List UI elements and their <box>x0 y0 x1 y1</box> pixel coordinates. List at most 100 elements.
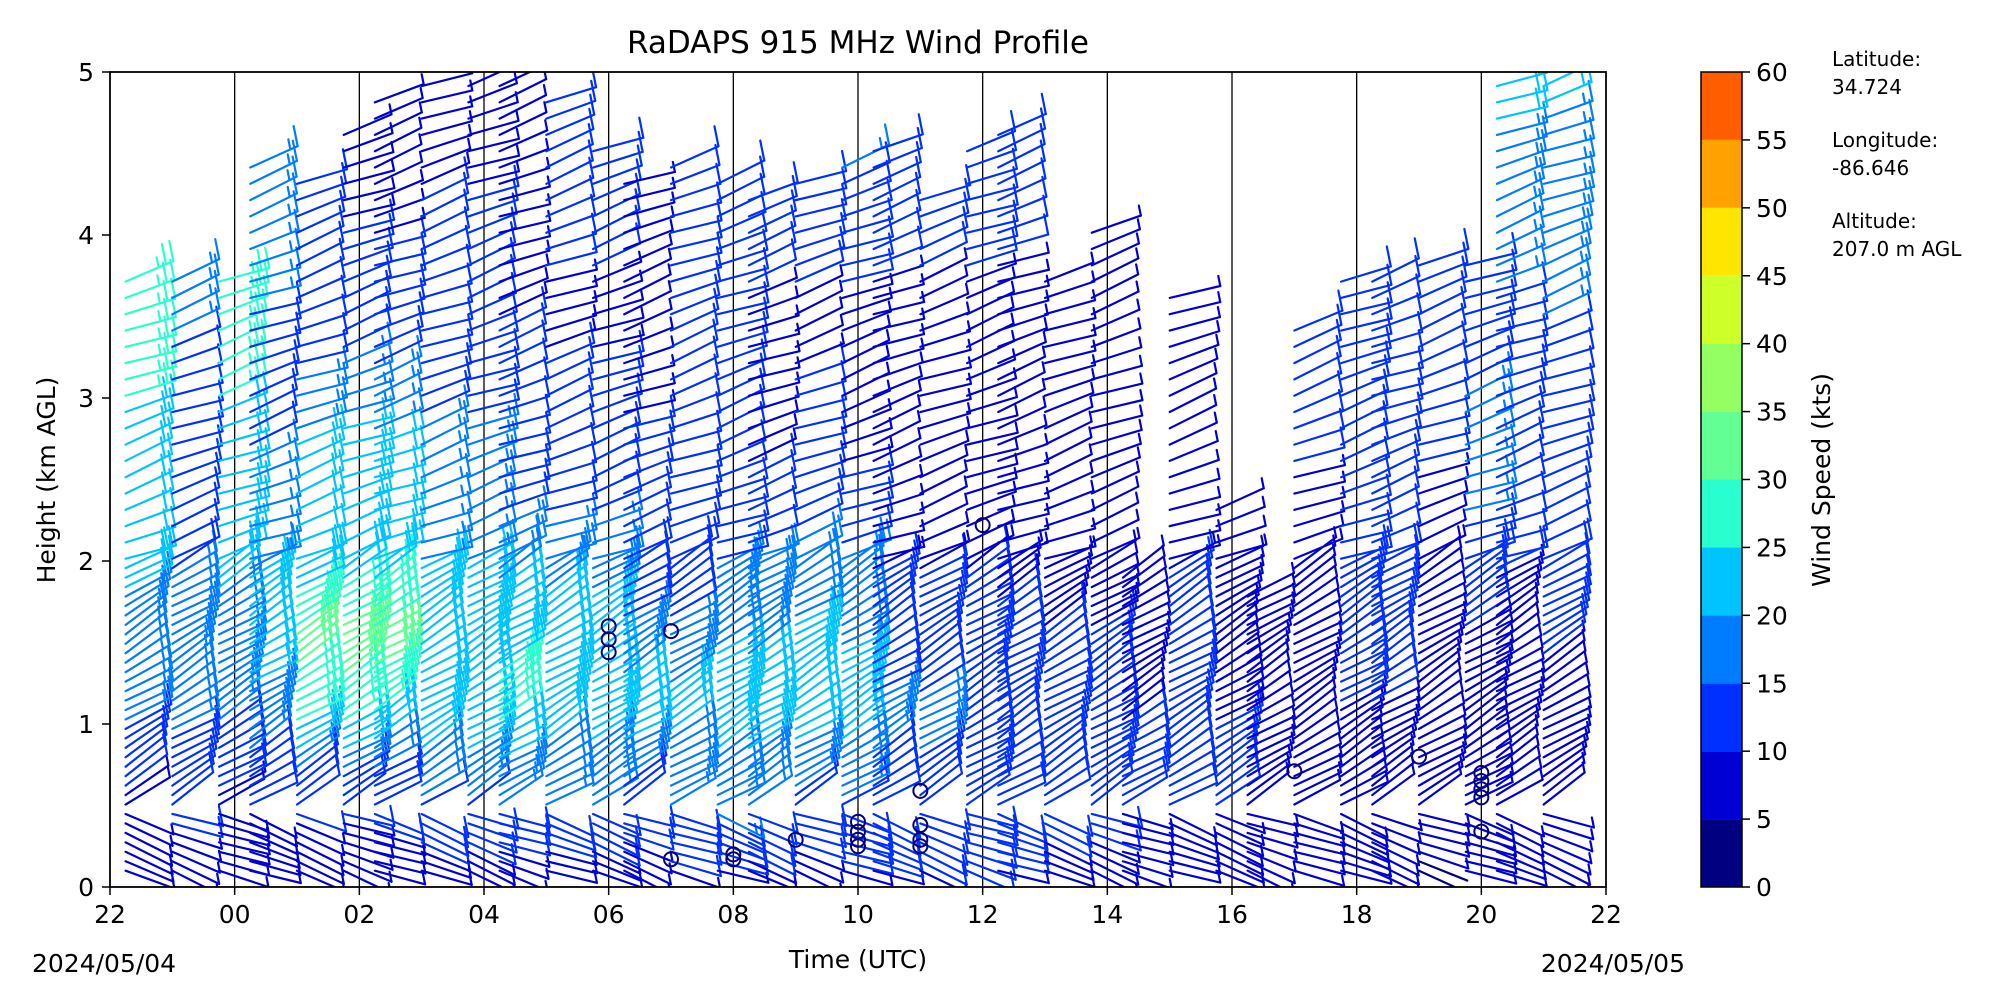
wind-barb <box>669 535 714 570</box>
wind-barb-flag <box>544 879 548 887</box>
wind-barb <box>1417 592 1468 617</box>
wind-barb <box>1417 678 1463 712</box>
wind-barb <box>872 756 919 787</box>
wind-barb-flag <box>909 694 916 717</box>
wind-barb <box>841 252 895 267</box>
calm-marker <box>850 838 866 855</box>
wind-barb <box>1495 363 1548 381</box>
wind-barb <box>1417 503 1468 528</box>
wind-barb-flag <box>1080 580 1087 604</box>
wind-barb-flag <box>784 573 789 586</box>
wind-barb <box>1339 780 1389 806</box>
wind-barb-flag <box>1138 418 1143 431</box>
wind-barb <box>1339 529 1393 544</box>
wind-barb-flag <box>163 347 170 370</box>
wind-barb-flag <box>582 552 589 575</box>
wind-barb-column <box>919 164 973 887</box>
wind-barb <box>997 299 1050 316</box>
wind-barb-flag <box>340 390 348 413</box>
wind-barb <box>1495 568 1543 598</box>
wind-barb <box>997 554 1041 589</box>
wind-barb <box>747 812 799 834</box>
wind-barb-flag <box>578 656 585 679</box>
wind-barb <box>420 333 474 348</box>
wind-barb <box>794 487 845 511</box>
wind-barb-flag <box>1585 562 1592 586</box>
wind-barb-flag <box>266 853 271 866</box>
wind-barb <box>872 850 924 872</box>
wind-barb <box>1417 305 1467 332</box>
wind-barb-flag <box>402 660 407 673</box>
wind-barb-flag <box>1585 253 1592 276</box>
wind-barb-flag <box>285 562 293 585</box>
wind-barb-flag <box>917 427 922 440</box>
wind-barb-flag <box>460 502 466 516</box>
wind-barb <box>171 501 220 528</box>
wind-barb <box>1168 556 1214 589</box>
wind-barb-flag <box>1333 697 1339 710</box>
wind-barb-flag <box>531 529 536 542</box>
wind-barb <box>1495 471 1546 495</box>
wind-barb <box>1215 752 1259 787</box>
wind-barb <box>171 831 223 850</box>
wind-barb <box>1542 771 1586 806</box>
wind-barb-flag <box>263 488 270 512</box>
wind-barb <box>1542 812 1595 829</box>
wind-barb <box>1121 600 1171 626</box>
wind-barb <box>591 298 645 316</box>
wind-barb-flag <box>331 421 339 444</box>
wind-barb-flag <box>1460 285 1467 309</box>
wind-barb <box>1495 869 1548 887</box>
wind-barb <box>498 94 548 120</box>
wind-barb-flag <box>217 395 225 418</box>
wind-barb-flag <box>463 156 470 179</box>
wind-barb-flag <box>458 397 463 411</box>
wind-barb-flag <box>585 534 590 547</box>
wind-barb-flag <box>960 701 968 725</box>
wind-barb-flag <box>256 248 263 272</box>
wind-barb-flag <box>404 662 412 685</box>
wind-barb <box>171 740 219 768</box>
wind-barb-flag <box>157 310 162 323</box>
wind-barb <box>217 732 267 759</box>
wind-barb-flag <box>337 560 345 583</box>
wind-barb-flag <box>1137 805 1144 829</box>
wind-barb-flag <box>532 618 539 642</box>
wind-barb <box>1293 537 1344 560</box>
wind-barb <box>1417 743 1468 768</box>
wind-barb <box>997 739 1045 768</box>
wind-barb <box>545 404 595 430</box>
wind-barb <box>1542 328 1594 348</box>
wind-barb <box>124 776 171 806</box>
wind-barb <box>342 850 394 871</box>
wind-barb <box>1293 653 1340 683</box>
wind-barb-flag <box>157 343 162 356</box>
wind-barb-column <box>1090 204 1144 887</box>
wind-barb <box>1542 620 1587 655</box>
wind-barb <box>841 296 893 316</box>
wind-barb-flag <box>418 406 426 429</box>
wind-barb-flag <box>388 440 395 464</box>
calm-marker <box>725 846 742 863</box>
wind-barb <box>342 772 387 806</box>
wind-barb <box>342 150 395 169</box>
wind-barb <box>1043 621 1089 655</box>
wind-barb <box>1542 485 1592 511</box>
wind-barb-flag <box>1460 302 1467 325</box>
wind-barb <box>1371 713 1420 740</box>
wind-barb-flag <box>787 534 793 548</box>
wind-barb-flag <box>1290 561 1296 575</box>
wind-barb <box>1417 546 1463 579</box>
wind-barb <box>1464 740 1513 768</box>
wind-barb-flag <box>164 557 172 581</box>
wind-barb-flag <box>342 361 349 385</box>
wind-barb-flag <box>1414 418 1421 442</box>
wind-barb <box>420 134 473 153</box>
wind-barb <box>467 184 520 202</box>
wind-barb <box>124 764 170 797</box>
wind-barb <box>997 781 1047 806</box>
wind-barb <box>249 345 301 365</box>
wind-barb-flag <box>291 655 298 678</box>
wind-barb-flag <box>158 626 163 639</box>
calm-marker <box>1473 781 1490 798</box>
